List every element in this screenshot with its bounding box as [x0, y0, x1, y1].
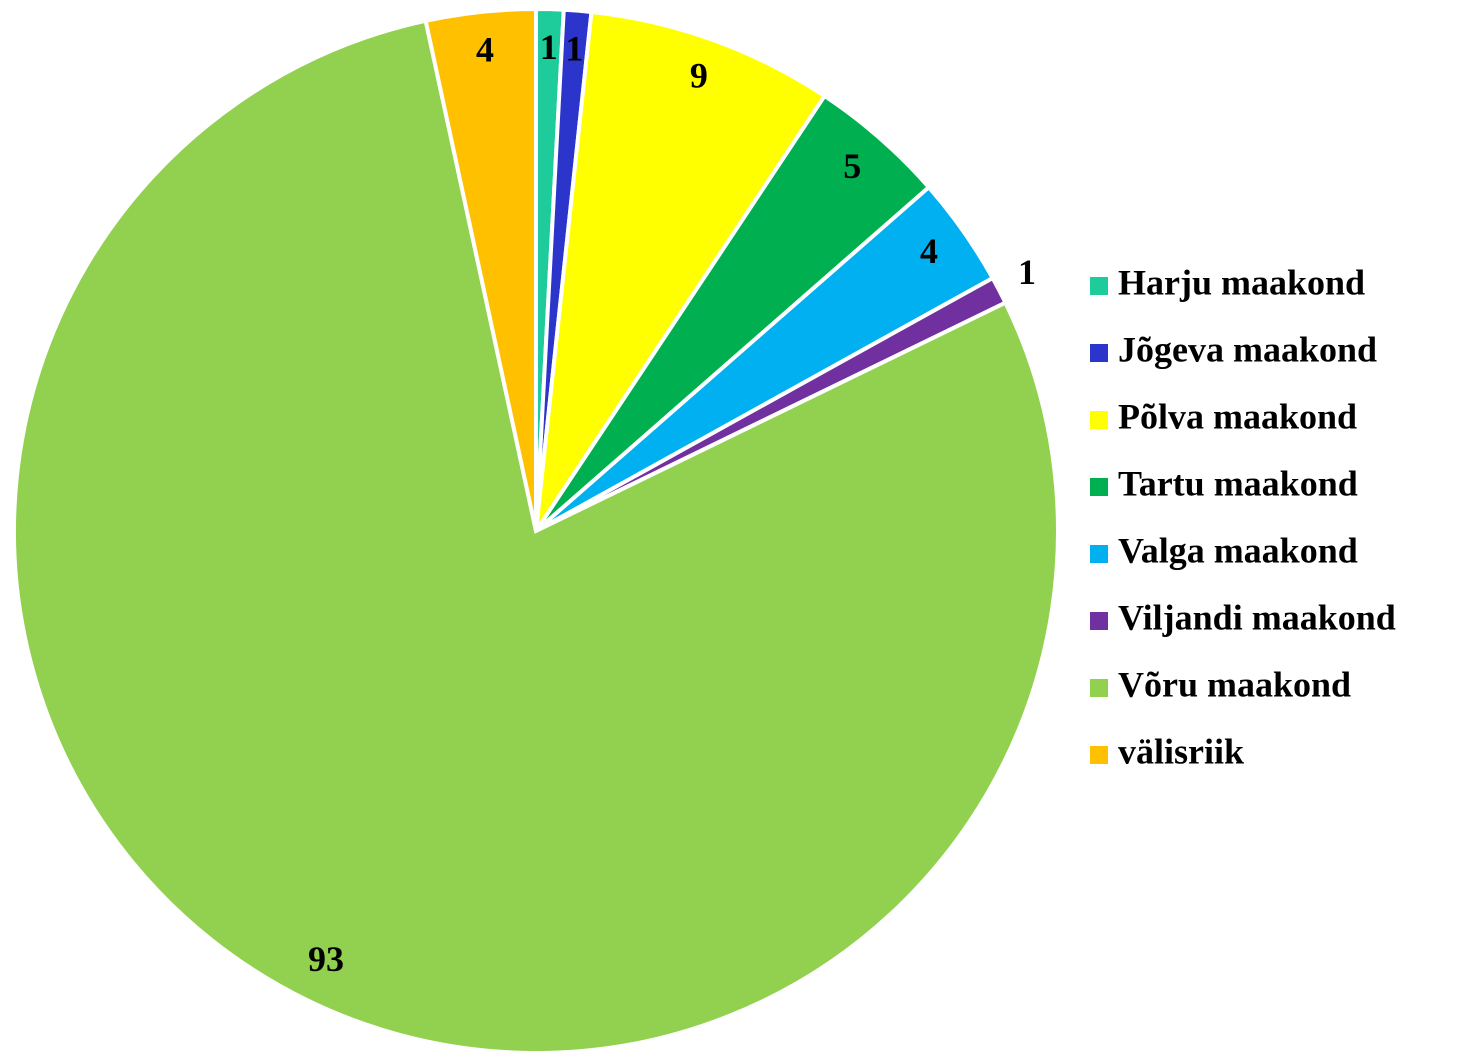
legend-swatch: [1090, 679, 1108, 697]
legend-label: Valga maakond: [1118, 530, 1358, 570]
data-label: 93: [308, 939, 344, 979]
legend-swatch: [1090, 411, 1108, 429]
pie-slice: [423, 6, 538, 532]
legend-label: Jõgeva maakond: [1118, 329, 1377, 369]
pie-slice: [534, 9, 828, 533]
legend-label: Harju maakond: [1118, 262, 1365, 302]
legend-label: Viljandi maakond: [1118, 597, 1396, 637]
legend-swatch: [1090, 545, 1108, 563]
legend-label: Tartu maakond: [1118, 463, 1358, 503]
legend-label: Põlva maakond: [1118, 396, 1357, 436]
legend-swatch: [1090, 344, 1108, 362]
data-label: 1: [1018, 252, 1036, 292]
data-label: 5: [843, 146, 861, 186]
data-label: 1: [565, 29, 583, 69]
legend-swatch: [1090, 612, 1108, 630]
legend-label: Võru maakond: [1118, 664, 1351, 704]
legend-swatch: [1090, 746, 1108, 764]
data-label: 9: [690, 56, 708, 96]
legend-swatch: [1090, 277, 1108, 295]
data-label: 4: [476, 30, 494, 70]
data-label: 1: [540, 27, 558, 67]
legend-swatch: [1090, 478, 1108, 496]
pie-slice: [12, 18, 1060, 1052]
data-label: 4: [920, 231, 938, 271]
legend-label: välisriik: [1118, 731, 1244, 771]
